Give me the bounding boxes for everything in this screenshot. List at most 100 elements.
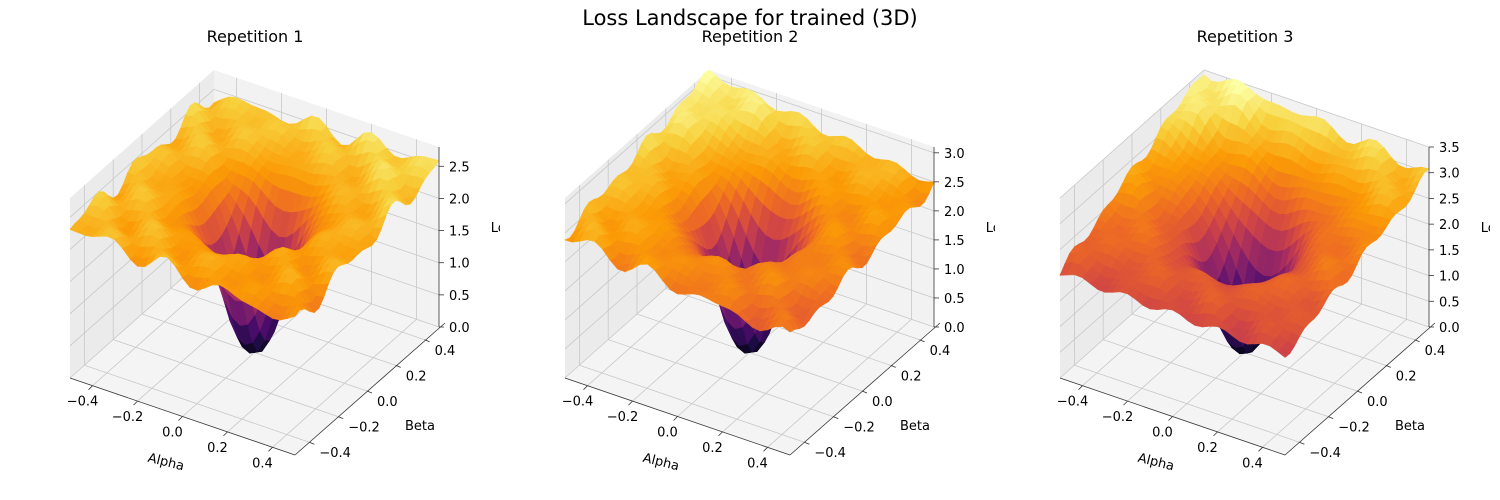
figure-title: Loss Landscape for trained (3D) (582, 6, 918, 30)
alpha-tick-label: −0.2 (1102, 410, 1134, 425)
beta-tick-label: 0.0 (1367, 395, 1388, 410)
alpha-tick-label: 0.0 (657, 426, 678, 441)
alpha-tick-label: 0.2 (702, 441, 723, 456)
alpha-tick-mark (268, 447, 273, 452)
subplot-repetition-2: Repetition 2 −0.4 −0.2 0.0 0.2 0.4 −0.4 −0.2 0.0… (495, 0, 995, 500)
subplot-repetition-3: Repetition 3 −0.4 −0.2 0.0 0.2 0.4 −0.4 −0.2 0.0… (990, 0, 1490, 500)
surface-plot-svg: Repetition 1 −0.4 −0.2 0.0 0.2 0.4 −0.4 −0.2 0.0… (67, 27, 500, 474)
alpha-tick-mark (133, 400, 138, 406)
alpha-tick-mark (1258, 447, 1263, 452)
alpha-tick-mark (223, 431, 228, 437)
subplot-title: Repetition 2 (702, 27, 799, 46)
beta-tick-label: 0.4 (435, 344, 456, 359)
beta-tick-label: 0.4 (930, 344, 951, 359)
loss-tick-label: 3.0 (1439, 167, 1460, 182)
alpha-tick-label: −0.4 (67, 395, 99, 410)
alpha-tick-label: 0.4 (747, 456, 768, 471)
beta-tick-label: 0.2 (901, 369, 922, 384)
alpha-tick-mark (1213, 431, 1218, 437)
beta-tick-mark (366, 390, 373, 394)
alpha-tick-label: 0.0 (162, 426, 183, 441)
alpha-tick-label: 0.4 (252, 456, 273, 471)
alpha-tick-mark (1123, 400, 1128, 406)
beta-axis-line (789, 322, 941, 456)
beta-tick-mark (861, 390, 868, 394)
beta-axis-label: Beta (1395, 419, 1425, 434)
surface-plot-svg: Repetition 2 −0.4 −0.2 0.0 0.2 0.4 −0.4 −0.2 0.0… (562, 27, 995, 474)
loss-tick-label: 3.5 (1439, 141, 1460, 156)
beta-tick-label: 0.4 (1425, 344, 1446, 359)
beta-tick-mark (424, 339, 430, 343)
alpha-tick-label: −0.2 (112, 410, 144, 425)
loss-tick-label: 1.5 (944, 234, 965, 249)
alpha-tick-label: 0.0 (1152, 426, 1173, 441)
beta-tick-mark (1328, 416, 1334, 419)
beta-tick-mark (338, 416, 344, 419)
alpha-tick-mark (178, 416, 183, 421)
beta-tick-mark (1356, 390, 1363, 394)
beta-tick-mark (1299, 441, 1305, 445)
loss-tick-label: 0.0 (1439, 321, 1460, 336)
beta-tick-label: −0.2 (843, 421, 875, 436)
beta-tick-label: 0.2 (1396, 369, 1417, 384)
beta-tick-label: 0.0 (872, 395, 893, 410)
alpha-tick-mark (583, 385, 588, 390)
loss-surface (564, 69, 935, 354)
beta-tick-mark (890, 365, 896, 368)
loss-surface (69, 96, 440, 354)
loss-tick-label: 2.5 (1439, 192, 1460, 207)
loss-axis-label: Loss (491, 221, 500, 236)
loss-tick-label: 0.0 (944, 321, 965, 336)
alpha-tick-label: −0.4 (562, 395, 594, 410)
loss-tick-label: 2.0 (449, 192, 470, 207)
loss-tick-label: 0.5 (449, 289, 470, 304)
subplot-title: Repetition 3 (1197, 27, 1294, 46)
loss-tick-label: 0.5 (944, 292, 965, 307)
surface-facet (1277, 347, 1291, 358)
beta-tick-label: 0.2 (406, 369, 427, 384)
loss-tick-label: 1.0 (944, 263, 965, 278)
alpha-tick-mark (718, 431, 723, 437)
loss-tick-label: 2.0 (1439, 218, 1460, 233)
beta-tick-label: 0.0 (377, 395, 398, 410)
loss-tick-label: 1.5 (1439, 244, 1460, 259)
alpha-tick-mark (763, 447, 768, 452)
surface-facet (782, 319, 796, 333)
alpha-tick-label: −0.2 (607, 410, 639, 425)
alpha-tick-mark (628, 400, 633, 406)
loss-tick-label: 2.5 (944, 176, 965, 191)
loss-tick-label: 1.5 (449, 225, 470, 240)
beta-axis-label: Beta (900, 419, 930, 434)
subplot-title: Repetition 1 (207, 27, 304, 46)
beta-axis-line (1284, 322, 1436, 456)
loss-tick-label: 3.0 (944, 147, 965, 162)
beta-tick-mark (1414, 339, 1420, 343)
beta-tick-label: −0.4 (814, 446, 846, 461)
beta-tick-label: −0.4 (319, 446, 351, 461)
beta-tick-label: −0.2 (348, 421, 380, 436)
alpha-axis-label: Alpha (146, 451, 185, 474)
alpha-axis-label: Alpha (1136, 451, 1175, 474)
loss-surface (1059, 74, 1430, 358)
loss-tick-label: 2.0 (944, 205, 965, 220)
alpha-axis-label: Alpha (641, 451, 680, 474)
beta-tick-mark (395, 365, 401, 368)
loss-axis-label: Loss (986, 221, 995, 236)
beta-axis-line (294, 322, 446, 456)
surface-facet (286, 309, 301, 320)
beta-tick-mark (309, 441, 315, 445)
beta-tick-mark (804, 441, 810, 445)
loss-tick-label: 0.5 (1439, 295, 1460, 310)
beta-tick-label: −0.2 (1338, 421, 1370, 436)
surface-plot-svg: Repetition 3 −0.4 −0.2 0.0 0.2 0.4 −0.4 −0.2 0.0… (1057, 27, 1490, 474)
alpha-tick-label: 0.4 (1242, 456, 1263, 471)
beta-tick-mark (919, 339, 925, 343)
subplot-repetition-1: Repetition 1 −0.4 −0.2 0.0 0.2 0.4 −0.4 −0.2 0.0… (0, 0, 500, 500)
alpha-tick-label: 0.2 (207, 441, 228, 456)
alpha-tick-label: −0.4 (1057, 395, 1089, 410)
grid-line (1059, 69, 1430, 199)
alpha-tick-mark (1168, 416, 1173, 421)
beta-axis-label: Beta (405, 419, 435, 434)
beta-tick-mark (1385, 365, 1391, 368)
loss-tick-label: 0.0 (449, 321, 470, 336)
